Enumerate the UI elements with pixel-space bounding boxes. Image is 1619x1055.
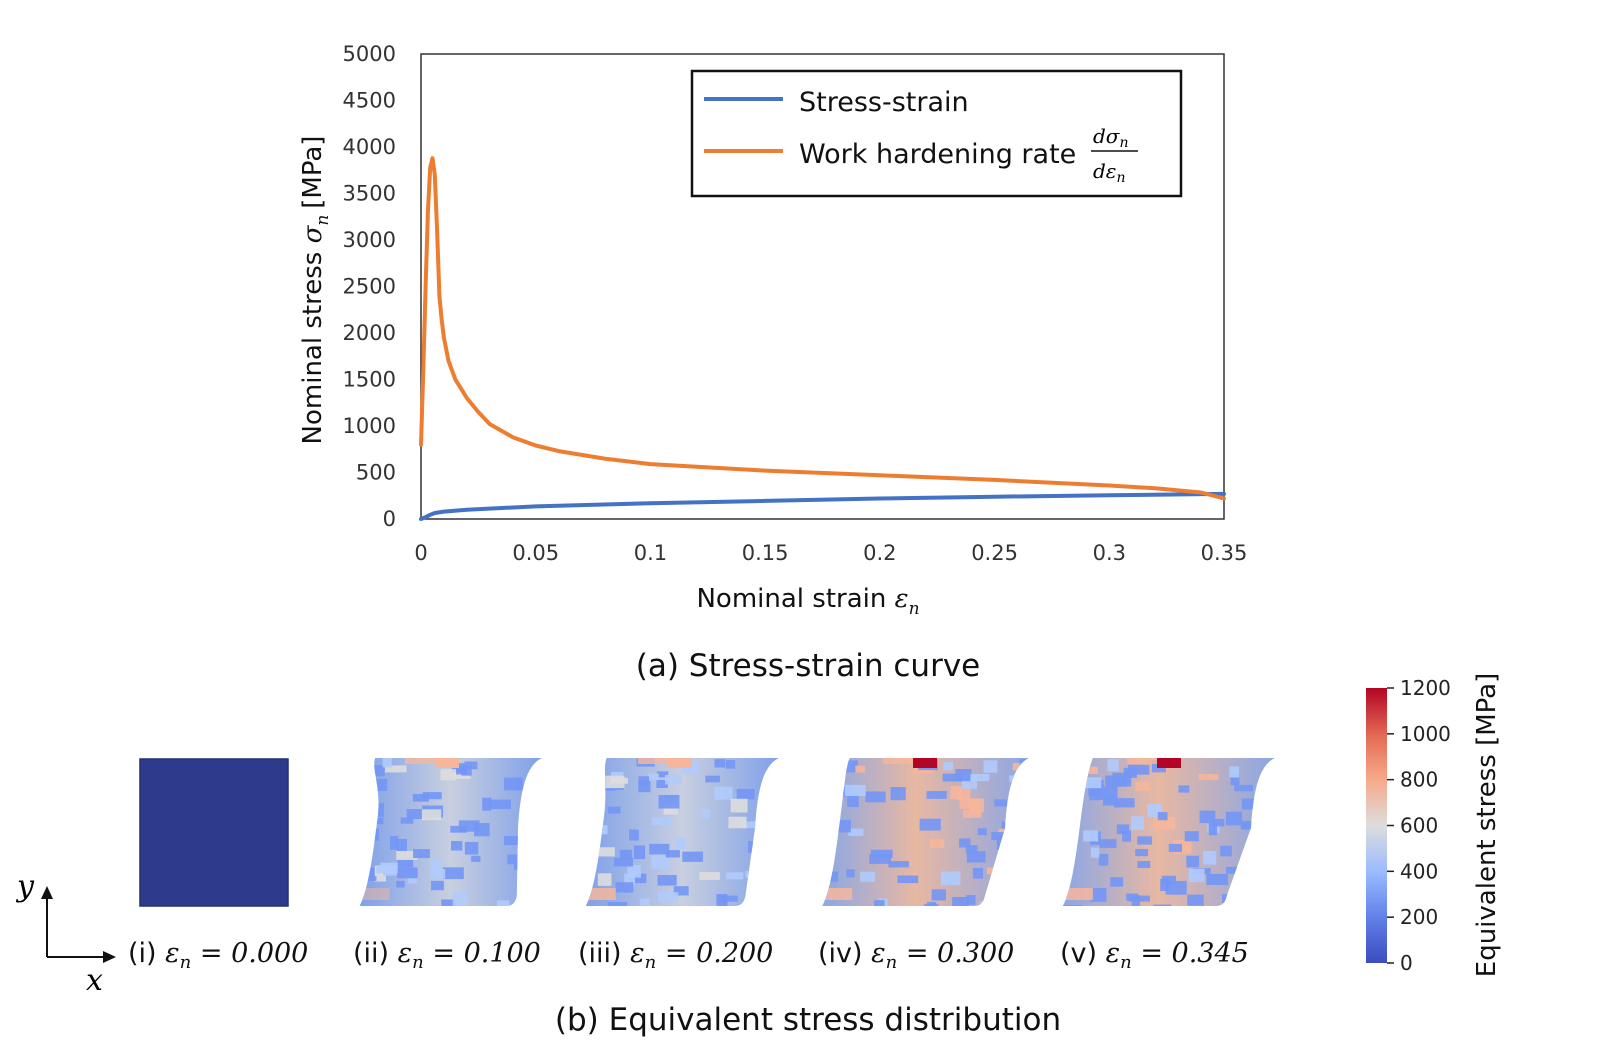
y-tick-label: 4500 [343, 89, 396, 113]
stress-distribution-panel: y x (i) εn = 0.000 (ii) εn = 0.100 (iii)… [15, 673, 1502, 1038]
y-axis-symbol: y [15, 869, 35, 904]
panel-label-iii: (iii) εn = 0.200 [578, 938, 773, 973]
y-tick-label: 2000 [343, 321, 396, 345]
mesh-panel [359, 758, 542, 906]
caption-b: (b) Equivalent stress distribution [555, 1002, 1061, 1038]
colorbar-tick-label: 1000 [1400, 722, 1451, 746]
y-tick-label: 4000 [343, 135, 396, 159]
stress-strain-chart: 0 500 1000 1500 2000 2500 3000 3500 4000 4500 5000… [298, 42, 1247, 684]
x-tick-label: 0.2 [863, 541, 896, 565]
colorbar: 0 200 400 600 800 1000 1200 Equivalent stress … [1366, 673, 1502, 977]
series-line-stress-strain [419, 491, 1226, 521]
y-tick-label: 500 [356, 461, 396, 485]
x-tick-label: 0.3 [1093, 541, 1126, 565]
x-tick-label: 0.1 [634, 541, 667, 565]
colorbar-tick-label: 800 [1400, 768, 1438, 792]
colorbar-tick-label: 0 [1400, 951, 1413, 975]
panel-label-v: (v) εn = 0.345 [1060, 938, 1249, 973]
y-tick-label: 3000 [343, 228, 396, 252]
colorbar-label: Equivalent stress [MPa] [1472, 673, 1502, 977]
series-line-work-hardening [419, 156, 1226, 501]
mesh-panel [1062, 758, 1275, 906]
y-tick-label: 2500 [343, 275, 396, 299]
caption-a: (a) Stress-strain curve [636, 648, 981, 684]
panel-label-ii: (ii) εn = 0.100 [353, 938, 541, 973]
panel-label-i: (i) εn = 0.000 [128, 938, 308, 973]
colorbar-ticks: 0 200 400 600 800 1000 1200 [1387, 676, 1451, 975]
mesh-panel [585, 758, 779, 906]
colorbar-tick-label: 600 [1400, 814, 1438, 838]
y-tick-label: 5000 [343, 42, 396, 66]
y-tick-label: 0 [383, 507, 396, 531]
x-tick-labels: 0 0.05 0.1 0.15 0.2 0.25 0.3 0.35 [414, 541, 1247, 565]
colorbar-tick-label: 400 [1400, 859, 1438, 883]
panel-labels: (i) εn = 0.000 (ii) εn = 0.100 (iii) εn … [128, 938, 1249, 973]
y-tick-labels: 0 500 1000 1500 2000 2500 3000 3500 4000 4500 5000 [343, 42, 396, 531]
fraction-denominator: dεn [1093, 159, 1126, 186]
colorbar-tick-label: 200 [1400, 905, 1438, 929]
x-axis-title: Nominal strain εn [696, 584, 919, 619]
x-tick-label: 0.35 [1201, 541, 1248, 565]
series-lines [419, 156, 1226, 521]
y-tick-label: 1000 [343, 414, 396, 438]
y-tick-label: 1500 [343, 368, 396, 392]
colorbar-gradient [1366, 688, 1387, 963]
plot-frame [420, 53, 1225, 520]
x-tick-label: 0 [414, 541, 427, 565]
x-tick-label: 0.25 [971, 541, 1018, 565]
legend-label-stress-strain: Stress-strain [799, 87, 969, 118]
x-tick-label: 0.15 [742, 541, 789, 565]
colorbar-tick-label: 1200 [1400, 676, 1451, 700]
y-axis-title: Nominal stress σn[MPa] [298, 136, 333, 445]
y-tick-label: 3500 [343, 182, 396, 206]
coordinate-axes: y x [15, 869, 116, 998]
x-tick-label: 0.05 [512, 541, 559, 565]
legend: Stress-strain Work hardening rate dσn dε… [690, 69, 1183, 198]
legend-label-work-hardening: Work hardening rate [799, 139, 1076, 170]
undeformed-mesh [139, 758, 289, 907]
panel-label-iv: (iv) εn = 0.300 [818, 938, 1014, 973]
mesh-panel [822, 758, 1029, 906]
mesh-panel [139, 758, 289, 907]
x-axis-symbol: x [86, 963, 103, 998]
mesh-panels [139, 758, 1275, 907]
legend-box [690, 69, 1183, 198]
